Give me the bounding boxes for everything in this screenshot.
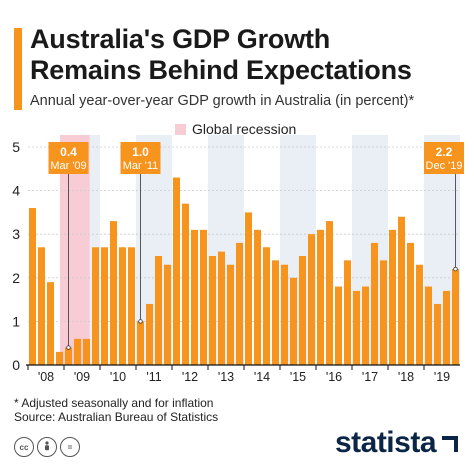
source-note: Source: Australian Bureau of Statistics	[14, 410, 219, 424]
bar	[343, 260, 352, 365]
callout-value: 1.0	[132, 145, 149, 159]
bar	[316, 229, 325, 365]
no-derivatives-icon[interactable]: =	[60, 437, 80, 457]
bar	[352, 290, 361, 365]
title-line-1: Australia's GDP Growth	[30, 24, 331, 54]
y-tick-label: 1	[12, 313, 20, 329]
title-line-2: Remains Behind Expectations	[30, 55, 412, 85]
callout-box	[48, 142, 89, 174]
bar	[73, 338, 82, 365]
bar	[28, 208, 37, 365]
x-tick-label: '11	[146, 370, 161, 384]
statista-logo[interactable]: statista	[335, 426, 460, 460]
y-tick-label: 0	[12, 357, 20, 373]
bar	[298, 256, 307, 365]
bar	[388, 229, 397, 365]
bar	[208, 256, 217, 365]
y-tick-label: 3	[12, 226, 20, 242]
bar	[325, 221, 334, 365]
bar	[406, 242, 415, 365]
legend-label-recession: Global recession	[192, 121, 297, 137]
bar	[424, 286, 433, 365]
callout-value: 2.2	[436, 145, 453, 159]
x-tick-label: '09	[74, 370, 90, 384]
bar	[307, 234, 316, 365]
attribution-icon[interactable]	[37, 437, 57, 457]
bar	[46, 282, 55, 365]
chart-subtitle: Annual year-over-year GDP growth in Aust…	[30, 93, 415, 109]
brand-name: statista	[334, 426, 437, 459]
bar	[271, 260, 280, 365]
bar	[154, 256, 163, 365]
bar	[163, 264, 172, 365]
bar	[91, 247, 100, 365]
bar	[280, 264, 289, 365]
x-tick-label: '08	[38, 370, 54, 384]
bar	[217, 251, 226, 365]
bar	[118, 247, 127, 365]
bar	[55, 351, 64, 365]
callout-date: Mar '09	[50, 160, 86, 172]
bar	[100, 247, 109, 365]
bar	[442, 290, 451, 365]
footnote: * Adjusted seasonally and for inflation	[14, 396, 214, 410]
bar	[136, 321, 145, 365]
bar	[37, 247, 46, 365]
callout-value: 0.4	[60, 145, 77, 159]
x-tick-label: '18	[398, 370, 414, 384]
bar	[127, 247, 136, 365]
bar	[451, 269, 460, 365]
bar	[379, 260, 388, 365]
bar	[361, 286, 370, 365]
x-tick-label: '17	[362, 370, 378, 384]
gdp-bar-chart: 0 1 2 3 4 5 '08 '09 '10 '11 '12 '13 '14 '15 '16 '17 '18 '…	[12, 135, 464, 384]
bar	[181, 203, 190, 365]
statista-mark-icon	[442, 436, 458, 452]
bar	[262, 247, 271, 365]
x-tick-label: '19	[434, 370, 450, 384]
callout-date: Dec '19	[426, 160, 463, 172]
callout-marker	[453, 266, 458, 272]
bar	[190, 229, 199, 365]
callout-date: Mar '11	[123, 160, 159, 172]
bar	[244, 212, 253, 365]
bar	[145, 303, 154, 365]
callout-box	[424, 142, 464, 174]
bar	[253, 229, 262, 365]
bar	[415, 264, 424, 365]
callout-marker	[138, 319, 143, 324]
bar	[172, 177, 181, 365]
creative-commons-icon[interactable]: cc	[14, 437, 34, 457]
bar	[433, 303, 442, 365]
bar	[82, 338, 91, 365]
bar	[109, 221, 118, 365]
callout-box	[120, 142, 161, 174]
legend: Global recession	[175, 121, 296, 137]
bar	[397, 216, 406, 365]
x-tick-label: '10	[110, 370, 126, 384]
y-tick-label: 2	[12, 270, 20, 286]
bar	[64, 347, 73, 365]
y-tick-label: 4	[12, 183, 20, 199]
title-accent-bar	[14, 28, 22, 110]
bar	[370, 242, 379, 365]
x-tick-label: '16	[326, 370, 342, 384]
bar	[235, 242, 244, 365]
bar	[334, 286, 343, 365]
bar	[226, 264, 235, 365]
y-tick-label: 5	[12, 139, 20, 155]
x-tick-label: '15	[290, 370, 306, 384]
chart-title: Australia's GDP Growth Remains Behind Ex…	[30, 24, 470, 86]
legend-swatch-recession	[175, 124, 186, 135]
x-tick-label: '13	[218, 370, 234, 384]
license-icons: cc =	[14, 437, 80, 457]
bar	[199, 229, 208, 365]
bar	[289, 277, 298, 365]
x-tick-label: '14	[254, 370, 270, 384]
callout-marker	[66, 345, 71, 350]
x-tick-label: '12	[182, 370, 198, 384]
